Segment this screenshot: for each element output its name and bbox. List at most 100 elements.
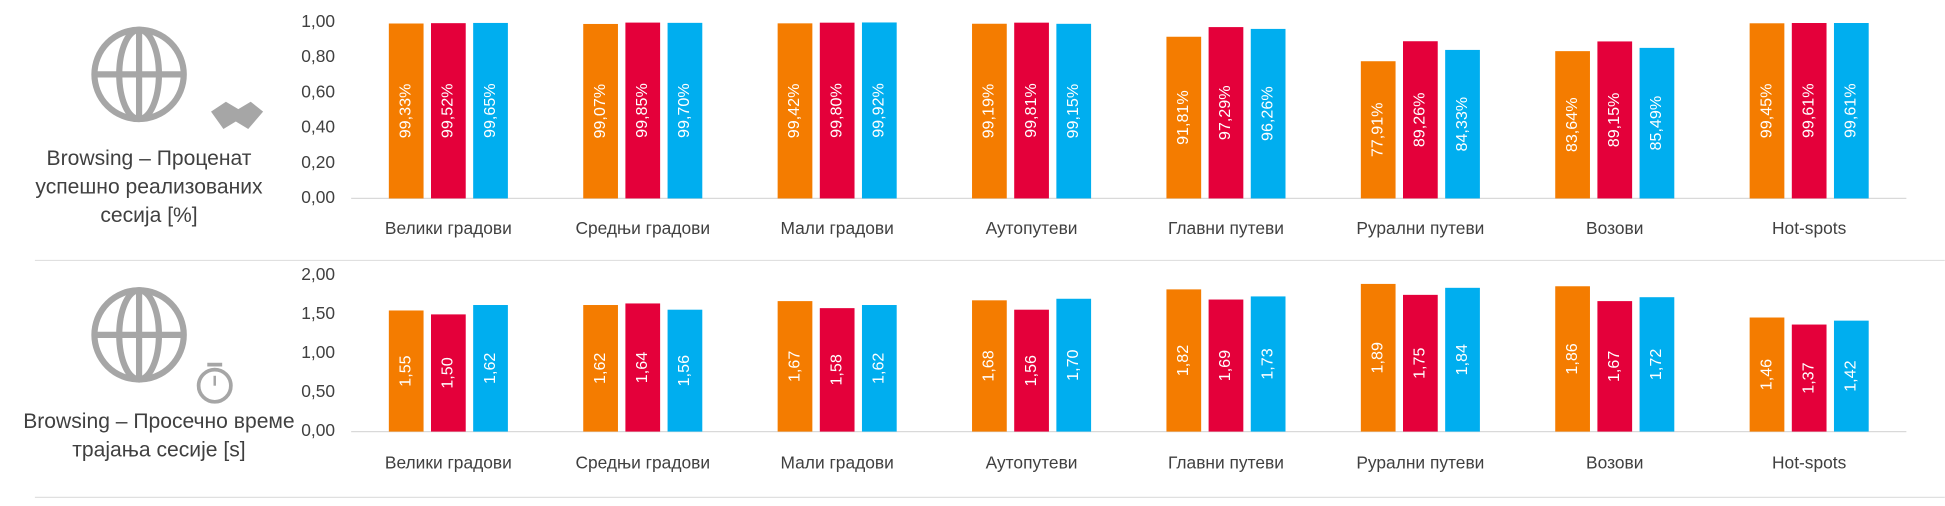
x-tick-label: Рурални путеви [1356,218,1484,238]
value-label: 99,81% [1022,83,1040,138]
value-label: 99,07% [591,84,609,139]
bar [1360,283,1396,432]
x-tick-label: Мали градови [781,452,894,472]
bar [1014,309,1049,432]
value-label: 1,89 [1368,342,1386,373]
value-label: 1,67 [785,351,803,382]
y-tick-label: 1,50 [301,303,335,323]
chart-title: Browsing – Просечно време трајања сесије… [23,409,295,462]
value-label: 1,62 [481,353,499,384]
value-label: 97,29% [1216,85,1234,140]
x-tick-label: Велики градови [385,218,512,238]
value-label: 84,33% [1453,97,1471,152]
bar [1208,299,1244,432]
value-label: 99,45% [1757,84,1775,139]
value-label: 99,85% [633,83,651,138]
value-label: 1,73 [1258,348,1276,379]
x-tick-label: Hot-spots [1772,218,1847,238]
x-tick-label: Возови [1586,218,1643,238]
value-label: 1,46 [1757,359,1775,390]
value-label: 1,84 [1453,344,1471,375]
value-label: 83,64% [1563,97,1581,152]
value-label: 99,42% [785,84,803,139]
bar [1014,22,1049,199]
x-tick-label: Главни путеви [1168,452,1284,472]
bar [1639,47,1675,199]
bar [1597,41,1633,199]
y-tick-label: 0,20 [301,152,335,172]
y-tick-label: 2,00 [301,264,335,284]
icon-globe-handshake [91,26,264,129]
value-label: 99,33% [396,84,414,139]
bar [1166,289,1202,432]
bar [1056,23,1092,199]
value-label: 1,64 [633,352,651,383]
bar [1833,320,1869,432]
bar [1749,317,1785,432]
bar [667,309,703,432]
value-label: 99,15% [1064,84,1082,139]
value-label: 91,81% [1174,90,1192,145]
icon-globe-stopwatch [91,287,233,404]
y-tick-label: 0,00 [301,187,335,207]
bar [1749,23,1785,199]
value-label: 1,37 [1799,362,1817,393]
bar [625,22,661,199]
bar [388,310,424,432]
title-box: Browsing – Просечно време трајања сесије… [23,409,295,462]
value-label: 1,68 [980,350,998,381]
bar [1360,61,1396,199]
bar [861,305,897,432]
bar [388,23,424,199]
y-tick-label: 1,00 [301,11,335,31]
value-label: 1,86 [1563,343,1581,374]
x-tick-label: Средњи градови [575,218,710,238]
value-label: 99,61% [1842,83,1860,138]
bar [777,301,813,432]
value-label: 1,58 [827,354,845,385]
value-label: 99,19% [980,84,998,139]
value-label: 99,52% [439,83,457,138]
bar [972,23,1007,199]
bar [473,305,508,432]
chart-title: Browsing – Проценат успешно реализованих… [35,146,263,227]
value-label: 89,26% [1411,93,1429,148]
bar [1833,23,1869,199]
bar [1791,324,1827,432]
bar [1166,36,1202,199]
value-label: 1,67 [1605,351,1623,382]
value-label: 1,56 [675,355,693,386]
bar [1597,301,1633,432]
value-label: 1,62 [870,353,888,384]
y-tick-label: 0,80 [301,46,335,66]
y-tick-label: 0,00 [301,420,335,440]
y-tick-label: 0,50 [301,381,335,401]
bar [1208,27,1244,199]
value-label: 1,62 [591,353,609,384]
value-label: 99,65% [481,83,499,138]
value-label: 96,26% [1258,86,1276,141]
bar [1056,298,1092,432]
bar [972,300,1007,432]
bar [430,23,466,199]
bar [1639,297,1675,432]
value-label: 77,91% [1368,103,1386,158]
value-label: 1,55 [396,355,414,386]
x-tick-label: Велики градови [385,452,512,472]
value-label: 99,92% [870,83,888,138]
bar [1791,23,1827,199]
bar [777,23,813,199]
bar [583,23,618,199]
value-label: 1,75 [1411,348,1429,379]
y-tick-label: 1,00 [301,342,335,362]
value-label: 1,82 [1174,345,1192,376]
value-label: 1,69 [1216,350,1234,381]
bar [583,305,618,432]
value-label: 1,72 [1647,349,1665,380]
bar [625,303,661,432]
bar [861,22,897,199]
bar [1445,287,1480,432]
value-label: 99,70% [675,83,693,138]
value-label: 99,61% [1799,83,1817,138]
